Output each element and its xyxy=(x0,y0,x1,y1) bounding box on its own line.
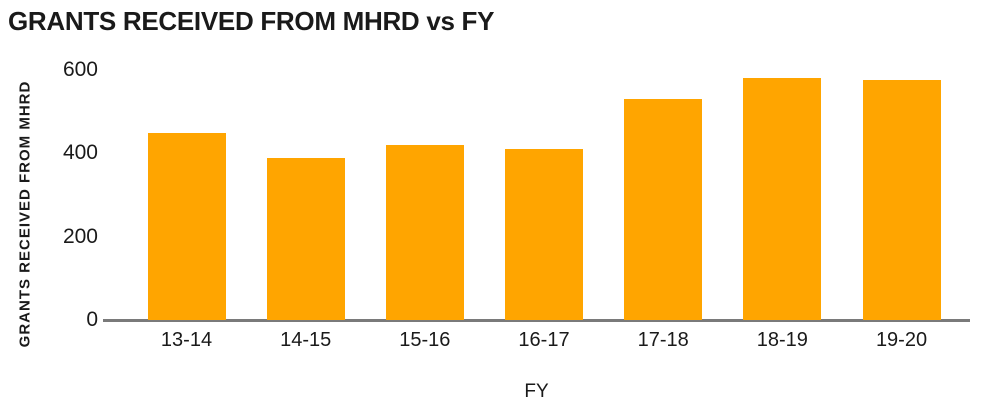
y-tick-label-0: 0 xyxy=(86,308,98,331)
x-tick-label-16-17: 16-17 xyxy=(518,329,570,351)
chart-title: GRANTS RECEIVED FROM MHRD vs FY xyxy=(8,6,495,36)
x-tick-label-19-20: 19-20 xyxy=(875,329,928,351)
plot-area xyxy=(103,70,970,320)
x-tick-label-13-14: 13-14 xyxy=(160,329,213,351)
x-tick-label-18-19: 18-19 xyxy=(756,329,808,351)
x-tick-label-15-16: 15-16 xyxy=(399,329,451,351)
x-axis-title: FY xyxy=(524,381,549,402)
bar-17-18 xyxy=(624,99,703,320)
y-tick-label-400: 400 xyxy=(62,141,98,165)
bar-19-20 xyxy=(862,80,941,320)
bar-14-15 xyxy=(266,157,345,320)
y-tick-label-600: 600 xyxy=(62,58,98,81)
y-tick-label-200: 200 xyxy=(62,224,98,248)
x-axis-line xyxy=(103,319,970,322)
x-tick-label-14-15: 14-15 xyxy=(280,329,332,351)
bar-16-17 xyxy=(505,149,583,320)
bar-13-14 xyxy=(147,132,226,320)
bar-18-19 xyxy=(743,78,822,320)
bar-15-16 xyxy=(385,145,464,320)
x-tick-label-17-18: 17-18 xyxy=(637,329,689,351)
